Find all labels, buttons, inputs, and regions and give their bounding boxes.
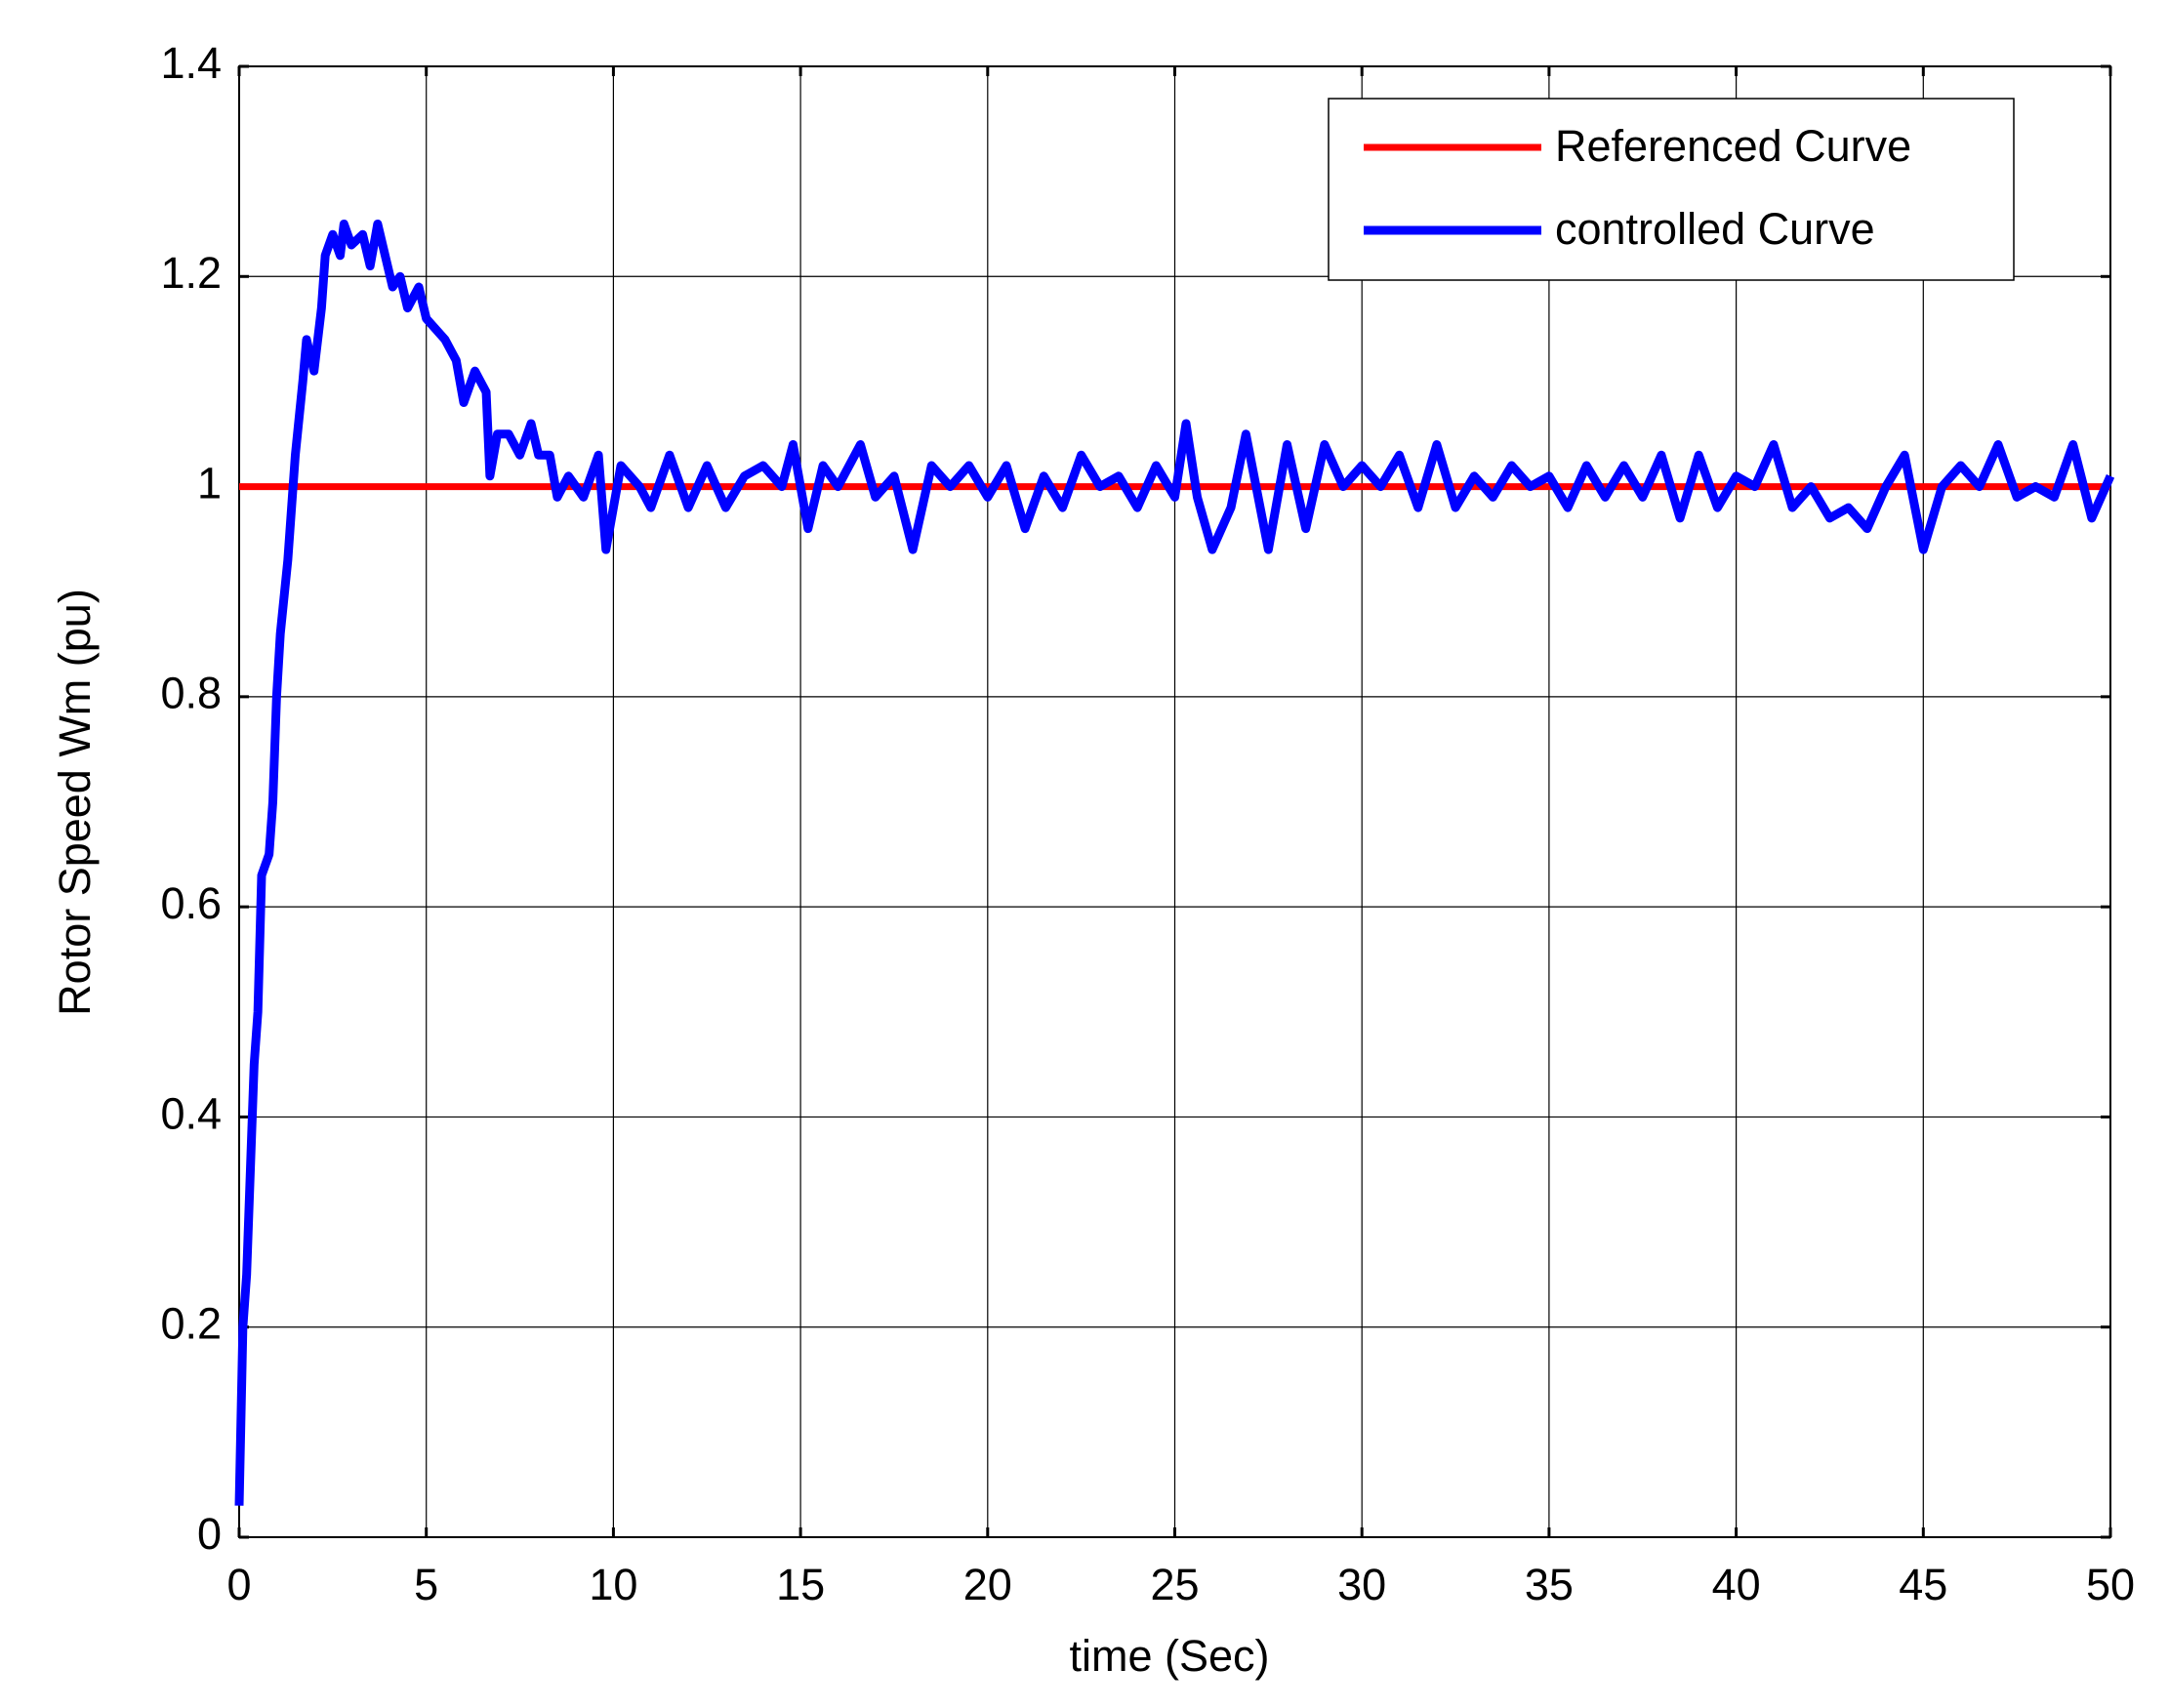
x-tick-label: 50 bbox=[2086, 1560, 2135, 1609]
y-tick-label: 1.4 bbox=[160, 38, 222, 88]
y-tick-label: 0.6 bbox=[160, 878, 222, 928]
x-tick-label: 0 bbox=[226, 1560, 251, 1609]
legend-label: controlled Curve bbox=[1555, 204, 1875, 254]
plot-frame bbox=[238, 65, 2111, 1538]
x-tick-label: 40 bbox=[1712, 1560, 1761, 1609]
data-line bbox=[234, 219, 2115, 1506]
y-tick-label: 1 bbox=[197, 458, 222, 508]
y-tick-label: 0.4 bbox=[160, 1088, 222, 1138]
y-tick-label: 1.2 bbox=[160, 248, 222, 298]
x-tick-label: 5 bbox=[414, 1560, 438, 1609]
y-tick-label: 0.8 bbox=[160, 669, 222, 718]
x-tick-label: 35 bbox=[1525, 1560, 1574, 1609]
x-tick-label: 20 bbox=[963, 1560, 1012, 1609]
y-tick-label: 0 bbox=[197, 1509, 222, 1559]
x-tick-label: 25 bbox=[1150, 1560, 1199, 1609]
x-tick-label: 45 bbox=[1899, 1560, 1947, 1609]
x-tick-label: 10 bbox=[589, 1560, 637, 1609]
legend-box bbox=[1328, 98, 2015, 281]
legend-label: Referenced Curve bbox=[1555, 121, 1911, 171]
x-axis-label: time (Sec) bbox=[1069, 1631, 1269, 1681]
y-tick-label: 0.2 bbox=[160, 1299, 222, 1349]
x-tick-label: 30 bbox=[1337, 1560, 1386, 1609]
x-tick-label: 15 bbox=[776, 1560, 825, 1609]
y-axis-label: Rotor Speed Wm (pu) bbox=[50, 589, 100, 1016]
